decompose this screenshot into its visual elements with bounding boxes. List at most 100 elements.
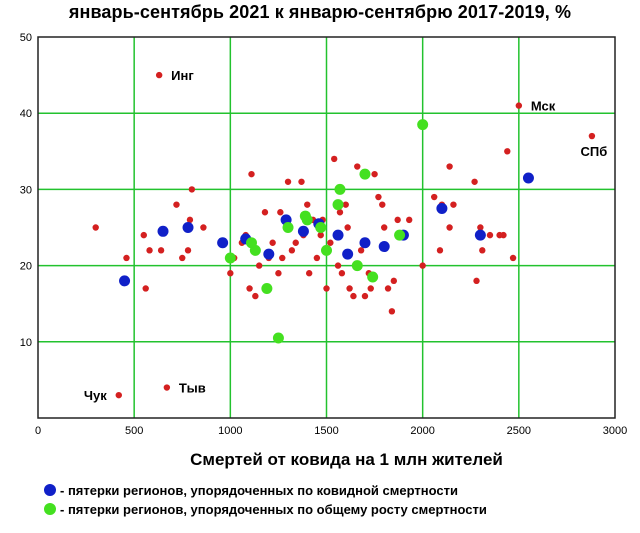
- x-tick-label: 3000: [603, 425, 627, 437]
- data-point-blue: [297, 225, 309, 237]
- data-point-red: [504, 148, 511, 155]
- x-tick-label: 2500: [507, 425, 531, 437]
- data-point-red: [473, 277, 480, 285]
- data-point-red: [304, 201, 311, 208]
- data-point-red: [157, 247, 165, 254]
- data-point-red: [200, 224, 207, 231]
- data-point-red: [292, 239, 299, 246]
- data-point-green: [282, 222, 294, 233]
- data-point-red: [184, 247, 192, 254]
- data-point-red: [446, 224, 453, 231]
- data-point-red: [279, 254, 286, 262]
- data-point-annotated: [588, 132, 596, 140]
- plot-frame: [37, 36, 616, 419]
- data-point-red: [500, 231, 507, 239]
- data-point-blue: [342, 248, 354, 260]
- data-point-red: [354, 163, 361, 170]
- data-point-red: [140, 231, 147, 239]
- data-point-red: [357, 247, 365, 254]
- x-tick-label: 0: [35, 425, 41, 437]
- data-point-blue: [359, 237, 371, 249]
- x-tick-label: 1500: [314, 425, 338, 437]
- data-point-red: [188, 186, 196, 193]
- data-point-green: [272, 332, 284, 344]
- data-point-green: [351, 260, 363, 272]
- data-point-red: [246, 285, 253, 292]
- data-point-blue: [436, 202, 448, 214]
- data-point-annotated: [515, 102, 523, 109]
- data-point-red: [173, 201, 180, 208]
- data-point-red: [436, 247, 444, 254]
- data-point-red: [486, 231, 494, 239]
- data-point-annotated: [155, 71, 163, 79]
- data-point-red: [323, 285, 330, 292]
- data-point-red: [255, 262, 263, 269]
- data-point-red: [327, 239, 334, 246]
- data-point-green: [224, 252, 236, 264]
- y-tick-label: 10: [20, 337, 32, 349]
- region-label: Инг: [171, 68, 194, 83]
- x-axis-label: Смертей от ковида на 1 млн жителей: [190, 450, 503, 469]
- y-tick-label: 30: [20, 184, 32, 196]
- x-tick-label: 1000: [218, 425, 242, 437]
- data-point-red: [336, 209, 344, 216]
- data-point-blue: [182, 222, 194, 233]
- data-point-blue: [217, 237, 229, 249]
- x-tick-label: 2000: [410, 425, 434, 437]
- data-point-red: [406, 216, 413, 224]
- data-point-red: [419, 262, 426, 269]
- data-point-blue: [474, 229, 486, 241]
- data-point-green: [315, 222, 327, 233]
- data-point-red: [142, 285, 149, 292]
- data-point-green: [417, 119, 429, 131]
- data-point-red: [338, 270, 346, 277]
- data-point-green: [249, 244, 261, 256]
- y-tick-label: 20: [20, 261, 32, 273]
- y-tick-label: 50: [20, 32, 32, 44]
- data-point-annotated: [115, 391, 122, 399]
- data-point-red: [298, 178, 305, 185]
- data-point-red: [334, 262, 342, 269]
- data-point-red: [361, 292, 369, 300]
- data-point-red: [146, 247, 153, 254]
- data-point-green: [301, 214, 313, 226]
- data-point-red: [186, 216, 194, 224]
- data-point-red: [390, 277, 398, 285]
- data-point-red: [477, 224, 484, 231]
- data-point-red: [450, 201, 457, 208]
- legend-item-covid-mortality: - пятерки регионов, упорядоченных по ков…: [44, 483, 458, 498]
- data-point-red: [346, 285, 353, 292]
- data-point-red: [313, 254, 321, 262]
- data-point-blue: [332, 229, 344, 241]
- data-point-red: [350, 292, 357, 300]
- data-point-red: [479, 247, 486, 254]
- legend-label: - пятерки регионов, упорядоченных по ков…: [60, 483, 458, 498]
- data-point-red: [344, 224, 351, 231]
- region-label: Чук: [84, 388, 107, 403]
- data-point-red: [277, 209, 284, 216]
- data-point-red: [92, 224, 99, 231]
- y-tick-label: 40: [20, 108, 32, 120]
- data-point-red: [371, 170, 378, 178]
- legend-swatch-green: [44, 503, 56, 515]
- data-point-red: [384, 285, 392, 292]
- region-label: СПб: [581, 144, 608, 159]
- data-point-red: [330, 155, 338, 163]
- legend-swatch-blue: [44, 484, 56, 496]
- data-point-red: [394, 216, 401, 224]
- data-point-blue: [157, 225, 169, 237]
- data-point-red: [342, 201, 349, 208]
- data-point-blue: [119, 275, 131, 287]
- data-point-red: [388, 308, 396, 315]
- data-point-red: [379, 201, 386, 208]
- data-point-green: [394, 229, 406, 241]
- data-point-green: [332, 199, 344, 211]
- data-point-red: [227, 270, 234, 277]
- region-label: Мск: [531, 99, 556, 114]
- data-point-blue: [378, 241, 390, 253]
- data-point-red: [375, 193, 382, 201]
- data-point-red: [261, 209, 269, 216]
- data-point-red: [431, 193, 438, 201]
- data-point-red: [471, 178, 478, 185]
